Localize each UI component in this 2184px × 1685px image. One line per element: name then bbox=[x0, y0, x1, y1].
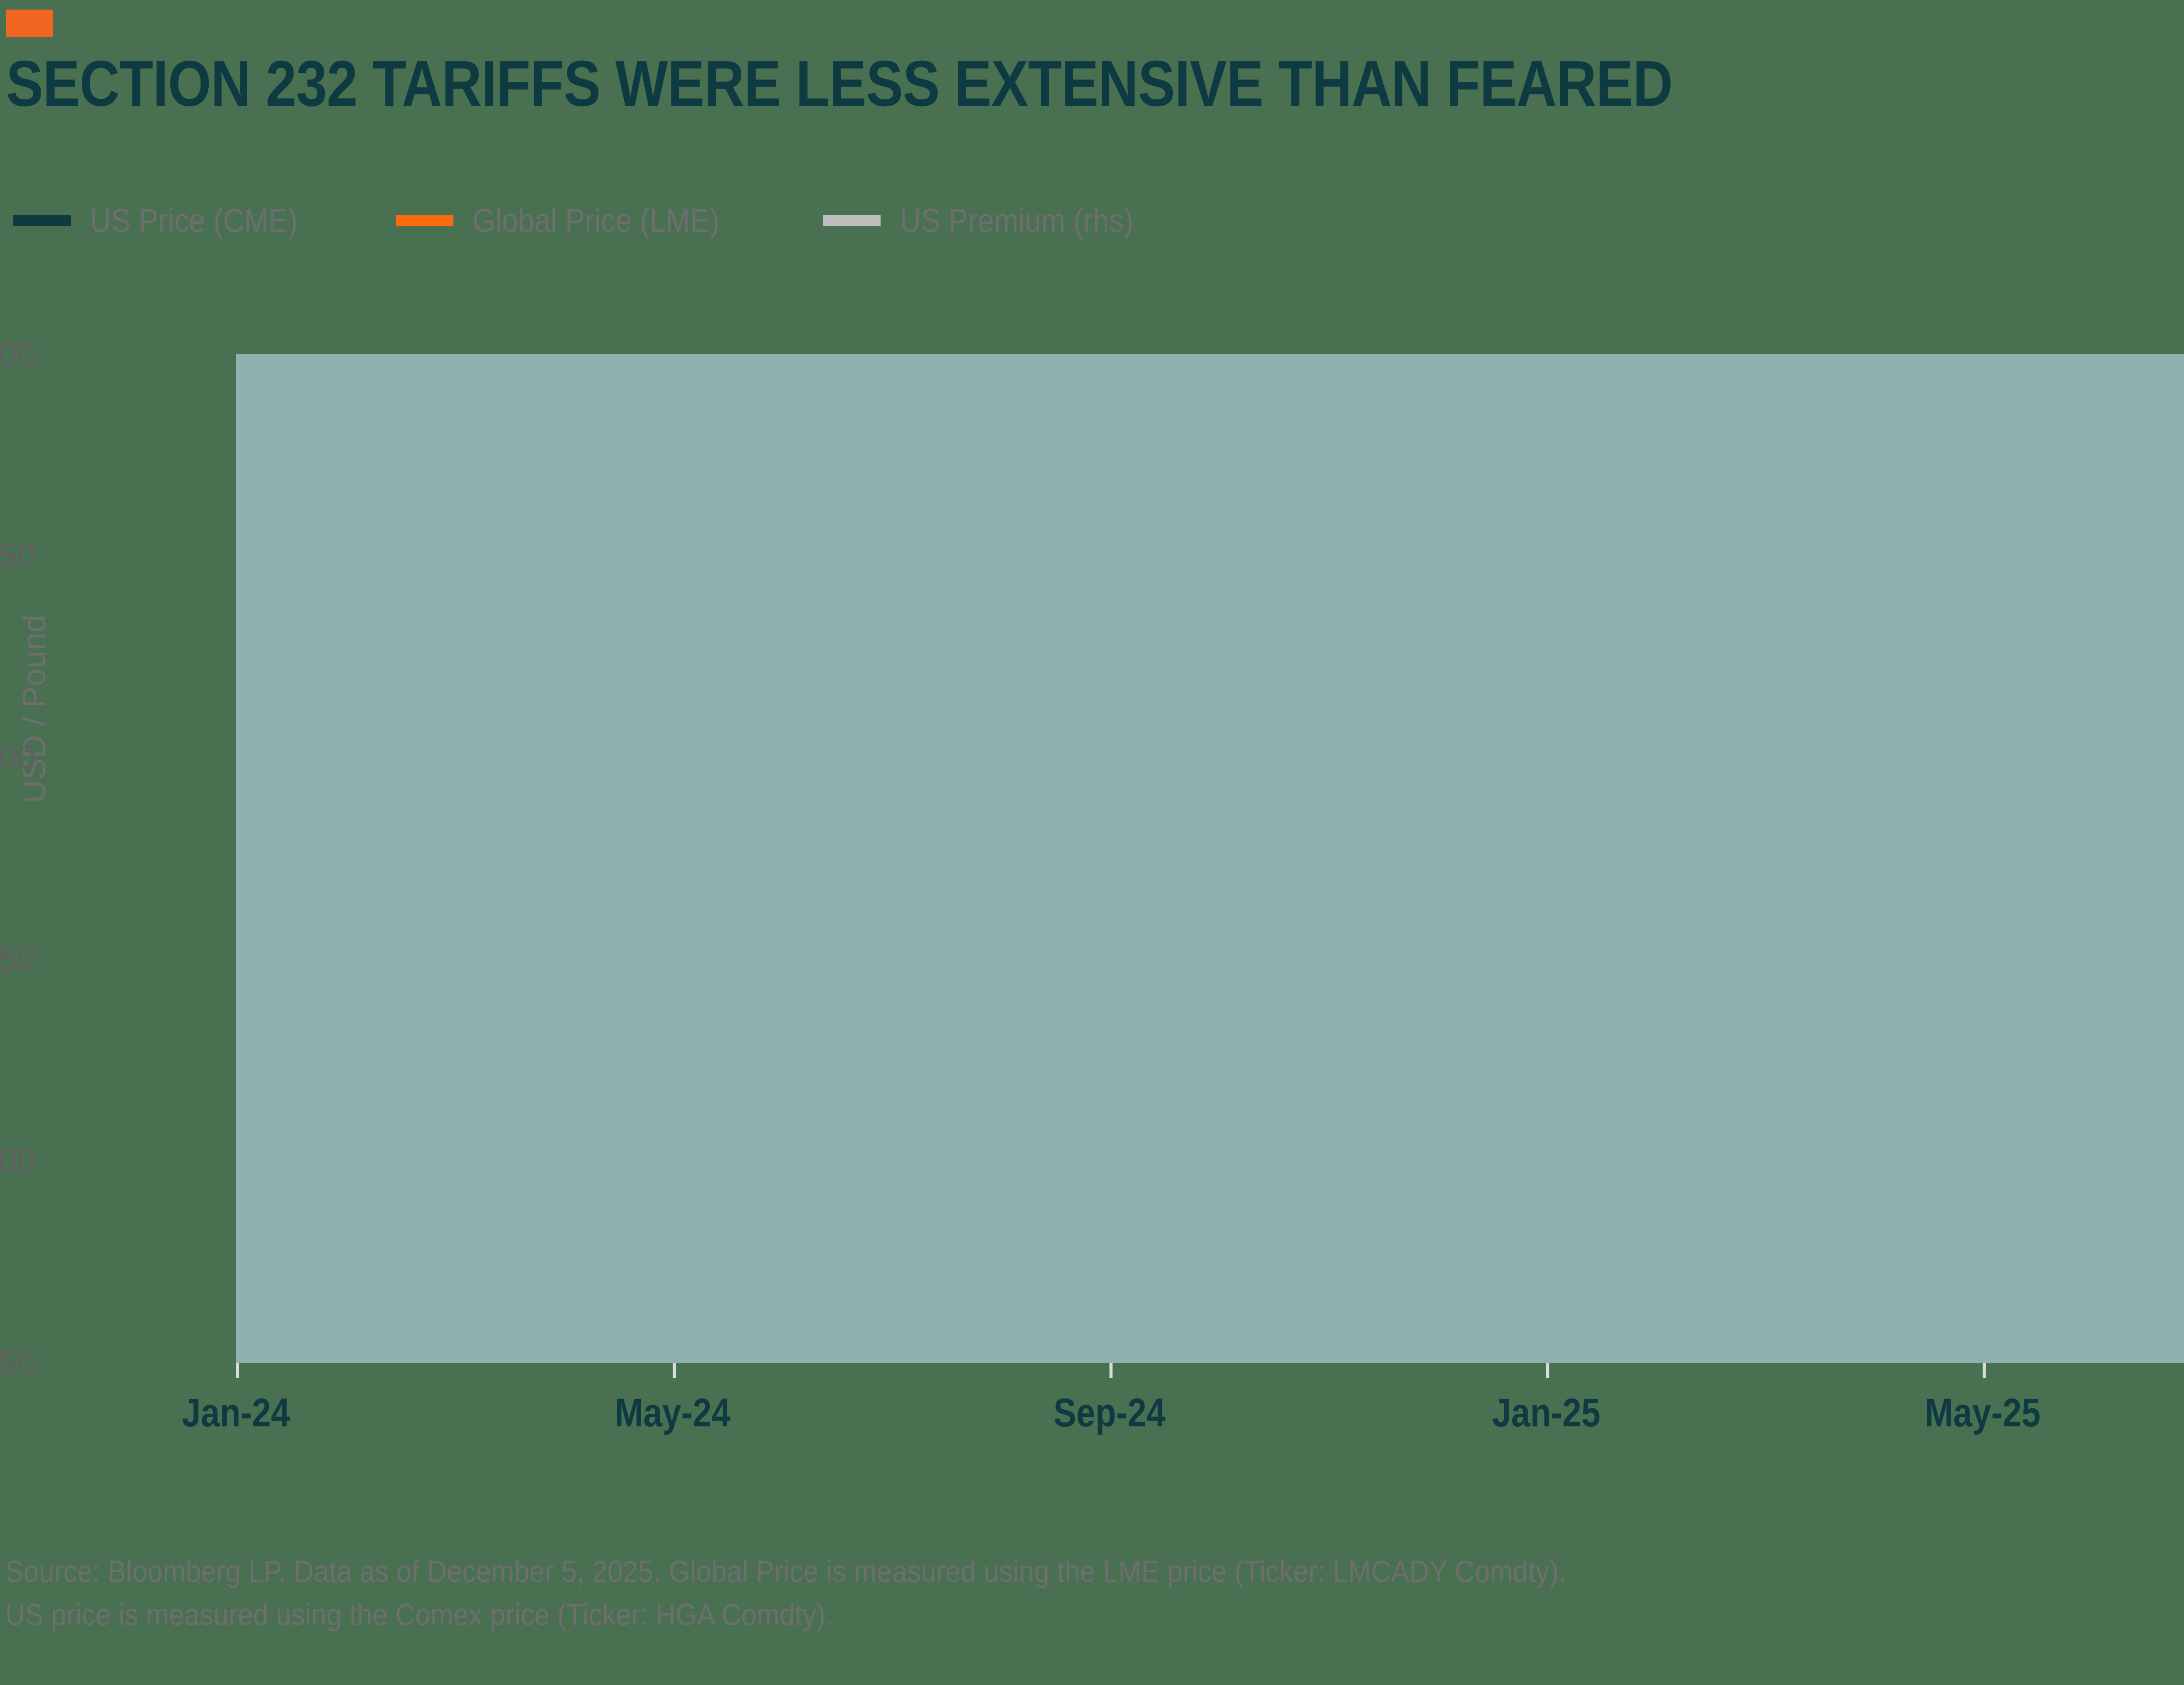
legend-label-global-price: Global Price (LME) bbox=[473, 202, 720, 239]
brand-accent-mark bbox=[6, 10, 53, 37]
legend-swatch-us-price bbox=[13, 215, 71, 226]
legend-item-us-price[interactable]: US Price (CME) bbox=[13, 202, 326, 240]
page-title: SECTION 232 TARIFFS WERE LESS EXTENSIVE … bbox=[6, 48, 1673, 120]
source-line-2: US price is measured using the Comex pri… bbox=[5, 1598, 833, 1632]
y-axis-left-tick: 3.50 bbox=[0, 1344, 35, 1382]
x-axis-tick: Jan-24 bbox=[182, 1391, 290, 1435]
legend-label-us-price: US Price (CME) bbox=[90, 202, 298, 239]
legend-swatch-global-price bbox=[396, 215, 454, 226]
x-axis-tick-mark bbox=[1983, 1363, 1986, 1378]
y-axis-left-tick: 6.00 bbox=[0, 335, 35, 373]
legend-item-global-price[interactable]: Global Price (LME) bbox=[396, 202, 753, 240]
source-line-1: Source: Bloomberg LP. Data as of Decembe… bbox=[5, 1554, 1566, 1588]
x-axis-tick-mark bbox=[236, 1363, 239, 1378]
x-axis-tick: Sep-24 bbox=[1053, 1391, 1165, 1435]
x-axis-tick: May-25 bbox=[1925, 1391, 2041, 1435]
x-axis-tick: May-24 bbox=[615, 1391, 731, 1435]
plot-area bbox=[236, 354, 2184, 1363]
legend-swatch-us-premium bbox=[823, 215, 881, 226]
chart-legend: US Price (CME) Global Price (LME) US Pre… bbox=[13, 201, 1235, 240]
source-note: Source: Bloomberg LP. Data as of Decembe… bbox=[5, 1550, 1566, 1637]
y-axis-left-tick: 4.00 bbox=[0, 1142, 35, 1180]
legend-label-us-premium: US Premium (rhs) bbox=[900, 202, 1134, 239]
x-axis-tick-mark bbox=[672, 1363, 676, 1378]
x-axis-tick: Jan-25 bbox=[1492, 1391, 1600, 1435]
legend-item-us-premium[interactable]: US Premium (rhs) bbox=[823, 202, 1165, 240]
y-axis-left-tick: 5.00 bbox=[0, 739, 35, 776]
x-axis-tick-mark bbox=[1546, 1363, 1549, 1378]
plot-background bbox=[236, 354, 2184, 1363]
y-axis-left-tick: 5.50 bbox=[0, 537, 35, 574]
x-axis-tick-mark bbox=[1109, 1363, 1113, 1378]
y-axis-left-tick: 4.50 bbox=[0, 941, 35, 978]
